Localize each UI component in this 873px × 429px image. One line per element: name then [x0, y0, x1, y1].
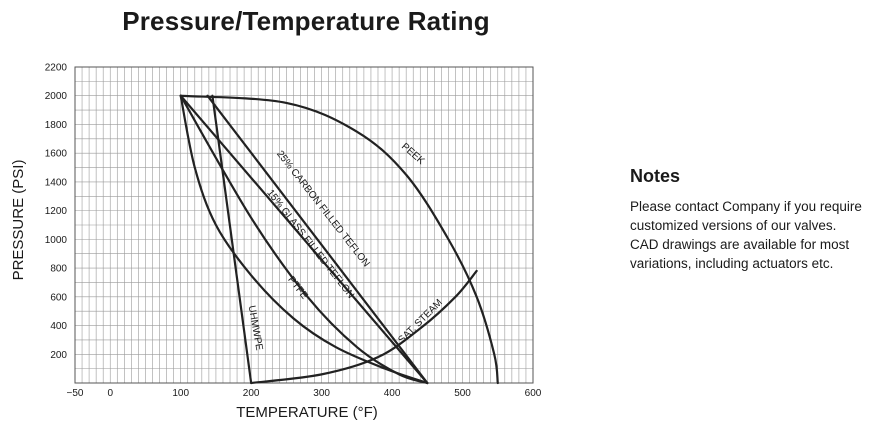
- notes-line: CAD drawings are available for most: [630, 237, 850, 252]
- y-tick-label: 1600: [45, 149, 68, 160]
- curve-label: PEEK: [399, 141, 427, 167]
- y-tick-label: 600: [50, 292, 67, 303]
- series-line-15-glass-filled-teflon: [206, 94, 429, 385]
- x-tick-label: 300: [313, 388, 330, 399]
- y-tick-label: 1200: [45, 206, 68, 217]
- chart-title: Pressure/Temperature Rating: [122, 6, 490, 36]
- notes-line: customized versions of our valves.: [630, 218, 837, 233]
- y-tick-label: 800: [50, 264, 67, 275]
- x-tick-label: 200: [243, 388, 260, 399]
- series-layer: [179, 94, 499, 385]
- x-tick-label: 500: [454, 388, 471, 399]
- series-line-25-carbon-filled-teflon: [179, 94, 429, 385]
- notes-line: Please contact Company if you require: [630, 199, 862, 214]
- y-tick-label: 2200: [45, 63, 68, 74]
- grid: [74, 66, 534, 384]
- x-tick-label: 0: [107, 388, 113, 399]
- x-tick-label: 600: [525, 388, 542, 399]
- y-axis-title: PRESSURE (PSI): [10, 160, 27, 281]
- series-line-peek: [179, 94, 499, 385]
- x-tick-label: 400: [384, 388, 401, 399]
- y-tick-label: 1000: [45, 235, 68, 246]
- y-tick-label: 1400: [45, 177, 68, 188]
- curve-label: UHMWPE: [246, 305, 265, 352]
- series-line-sat-steam: [250, 269, 478, 385]
- notes-body: Please contact Company if you require cu…: [630, 197, 870, 273]
- notes-panel: Notes Please contact Company if you requ…: [630, 166, 870, 273]
- y-tick-label: 400: [50, 321, 67, 332]
- series-line-uhmwpe: [211, 94, 253, 385]
- y-tick-label: 2000: [45, 91, 68, 102]
- curve-label: PTFE: [285, 275, 310, 302]
- x-tick-label: 100: [172, 388, 189, 399]
- x-axis-title: TEMPERATURE (°F): [236, 404, 378, 421]
- series-line-ptfe: [179, 94, 429, 385]
- y-tick-label: 200: [50, 350, 67, 361]
- notes-line: variations, including actuators etc.: [630, 256, 834, 271]
- series-line-sat-steam: [179, 94, 429, 385]
- y-tick-label: 1800: [45, 120, 68, 131]
- x-tick-label: −50: [67, 388, 84, 399]
- curve-label: 15% GLASS FILLED TEFLON: [264, 188, 356, 301]
- pressure-temperature-chart: −50 0 100 200 300 400 500 600 200 400 600 800 1000 12…: [10, 63, 542, 422]
- plot-frame: [74, 66, 534, 384]
- axes: −50 0 100 200 300 400 500 600 200 400 600 800 1000 12…: [10, 63, 542, 422]
- curve-label: SAT. STEAM: [396, 297, 445, 346]
- notes-heading: Notes: [630, 166, 681, 186]
